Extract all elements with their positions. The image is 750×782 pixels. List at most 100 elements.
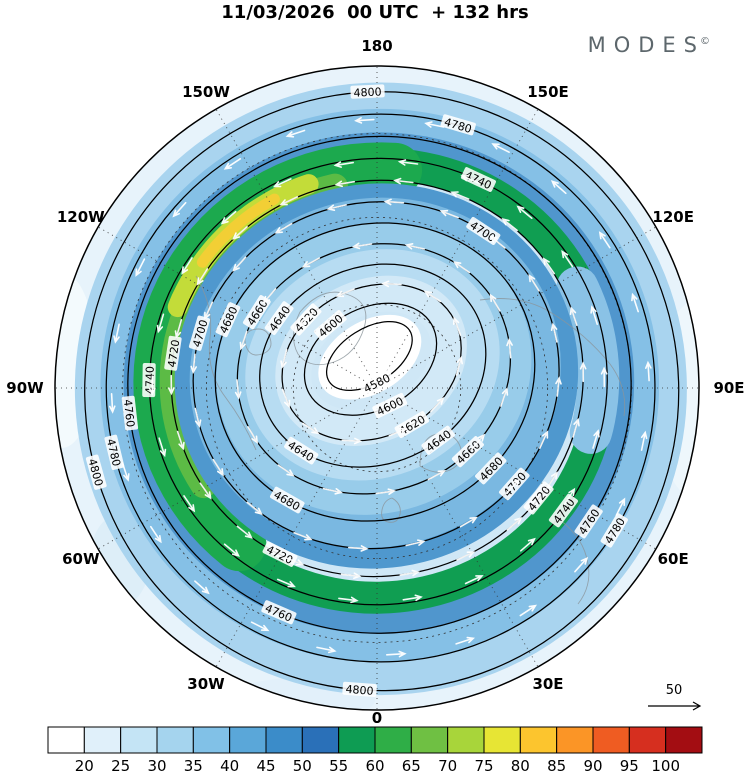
wind-arrow-icon	[381, 280, 402, 288]
colorbar-segment	[120, 726, 158, 754]
contour-line	[148, 157, 608, 606]
colorbar-segment	[229, 726, 267, 754]
wind-arrow-icon	[590, 305, 598, 325]
wind-arrow-icon	[168, 374, 175, 396]
modes-logo-text: MODES	[587, 33, 705, 57]
wind-arrow-icon	[174, 319, 183, 339]
wind-arrow-icon	[574, 556, 589, 573]
wind-arrow-icon	[183, 495, 196, 513]
contour-line	[259, 263, 487, 468]
colorbar-tick: 95	[620, 757, 639, 775]
wind-arrow-icon	[109, 393, 116, 414]
longitude-label: 90E	[713, 379, 744, 397]
meridian-line	[376, 387, 657, 550]
contour-label-bg	[460, 167, 496, 192]
longitude-label: 60E	[658, 550, 689, 568]
wind-arrow-icon	[598, 231, 611, 249]
wind-arrow-icon	[285, 129, 306, 138]
colorbar-tick: 100	[651, 757, 680, 775]
wind-arrow-icon	[326, 204, 347, 211]
colorbar-tick: 80	[511, 757, 530, 775]
wind-arrow-icon	[279, 196, 299, 206]
wind-arrow-icon	[190, 353, 197, 375]
contour-label: 4740	[142, 362, 157, 398]
wind-arrow-icon	[399, 569, 420, 577]
contour-label-bg	[284, 436, 319, 465]
wind-arrow-icon	[236, 525, 253, 539]
longitude-labels: 180 150E 120E 90E 60E 30E 0 30W 60W 90W 120W 150W	[6, 37, 744, 727]
wind-reference: 50	[648, 683, 702, 711]
coastline	[244, 328, 272, 356]
wind-arrow-icon	[199, 482, 212, 500]
contour-label-bg	[548, 493, 578, 528]
wind-arrow-icon	[491, 143, 510, 153]
longitude-label: 90W	[6, 379, 44, 397]
wind-arrow-icon	[388, 427, 408, 437]
wind-arrow-icon	[194, 580, 210, 595]
colorbar-segment	[556, 726, 594, 754]
wind-arrow-icon	[542, 257, 555, 275]
contour-label-text: 4800	[353, 85, 382, 99]
longitude-label: 120E	[652, 208, 694, 226]
contour-label-bg	[270, 486, 305, 514]
coastline	[293, 291, 367, 366]
contour-line	[236, 243, 511, 495]
wind-arrow-icon	[640, 430, 648, 451]
wind-arrow-icon	[561, 250, 574, 268]
wind-arrow-icon	[282, 388, 291, 409]
wind-arrow-icon	[334, 180, 355, 188]
wind-arrow-icon	[453, 261, 471, 274]
jet-yellow-core	[196, 193, 280, 268]
contour-label-bg	[372, 392, 408, 419]
wind-arrow-icon	[158, 437, 167, 458]
wind-arrow-icon	[528, 274, 540, 292]
contour-label-bg	[85, 454, 107, 490]
wind-arrow-icon	[194, 407, 202, 428]
longitude-label: 30E	[532, 675, 563, 693]
colorbar-segment	[447, 726, 485, 754]
wind-arrow-icon	[176, 430, 185, 451]
contour-label-bg	[262, 541, 298, 567]
colorbar-tick: 55	[329, 757, 348, 775]
wind-arrow-icon	[506, 516, 523, 531]
wind-arrow-icon	[539, 430, 549, 449]
wind-arrow-icon	[439, 209, 459, 219]
contour-label: 4780	[104, 434, 125, 470]
contour-label-bg	[215, 302, 241, 338]
wind-arrow-icon	[489, 235, 506, 249]
map-border	[54, 65, 700, 711]
coastline	[479, 298, 626, 417]
coastline	[381, 497, 401, 523]
colorbar-segment	[592, 726, 630, 754]
wind-arrow-icon	[569, 306, 578, 327]
wind-arrow-icon	[277, 464, 295, 477]
longitude-label: 120W	[57, 208, 105, 226]
colorbar-segment	[519, 726, 558, 754]
contour-label-bg	[350, 84, 385, 99]
meridian-line	[97, 387, 378, 550]
wind-arrow-icon	[404, 243, 426, 250]
wind-arrow-icon	[546, 471, 558, 489]
meridian-line	[376, 226, 657, 389]
wind-arrow-icon	[246, 501, 263, 516]
wind-arrow-icon	[460, 175, 480, 184]
contour-label: 4800	[350, 84, 385, 100]
wind-arrow-icon	[148, 375, 156, 396]
contour-label-bg	[261, 600, 297, 625]
colorbar-segment	[665, 726, 703, 754]
wind-reference-arrow-icon	[648, 701, 702, 711]
contour-label-text: 4780	[104, 437, 123, 467]
contour-label-bg	[121, 395, 139, 431]
wind-arrow-icon	[354, 117, 375, 124]
wind-arrow-icon	[645, 360, 652, 382]
contour-label-bg	[164, 335, 182, 371]
wind-arrow-icon	[223, 158, 242, 170]
contour-label-text: 4800	[345, 683, 374, 698]
contour-label-bg	[342, 681, 377, 697]
contour-label-text: 4720	[165, 339, 182, 369]
contour-line	[105, 113, 656, 663]
wind-arrow-icon	[196, 268, 209, 286]
wind-arrow-icon	[519, 604, 538, 617]
wind-arrow-icon	[280, 348, 288, 369]
